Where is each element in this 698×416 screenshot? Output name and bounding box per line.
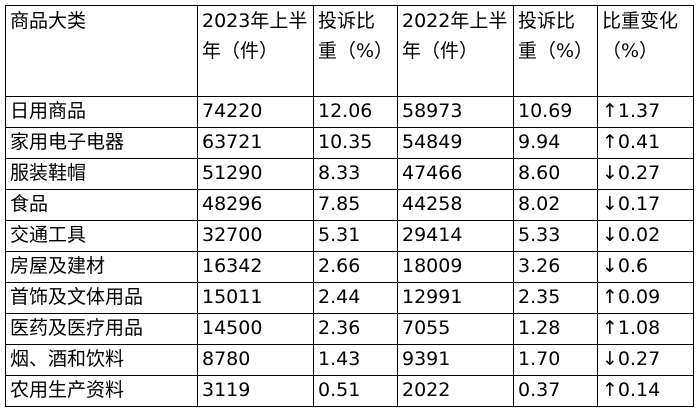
table-row: 日用商品 74220 12.06 58973 10.69 ↑1.37 <box>5 96 694 128</box>
table-cell: 2.66 <box>313 251 398 283</box>
table-cell: 10.69 <box>513 96 598 128</box>
table-cell: 5.33 <box>513 220 598 252</box>
table-cell: 7055 <box>397 313 514 345</box>
table-cell: 12.06 <box>313 96 398 128</box>
table-cell: 7.85 <box>313 189 398 221</box>
table-cell: 10.35 <box>313 127 398 159</box>
table-cell: 食品 <box>5 189 198 221</box>
table-cell: 房屋及建材 <box>5 251 198 283</box>
table-cell: ↑0.14 <box>597 375 694 407</box>
table-cell: 15011 <box>197 282 314 314</box>
table-cell: 家用电子电器 <box>5 127 198 159</box>
table-cell: 服装鞋帽 <box>5 158 198 190</box>
table-row: 家用电子电器 63721 10.35 54849 9.94 ↑0.41 <box>5 127 694 159</box>
table-cell: 烟、酒和饮料 <box>5 344 198 376</box>
complaint-table: 商品大类 2023年上半年（件） 投诉比重（%） 2022年上半年（件） 投诉比重（%）… <box>5 5 694 407</box>
table-cell: 32700 <box>197 220 314 252</box>
table-cell: 5.31 <box>313 220 398 252</box>
header-cell: 2023年上半年（件） <box>197 5 314 97</box>
table-cell: ↓0.17 <box>597 189 694 221</box>
table-cell: 2.35 <box>513 282 598 314</box>
table-cell: 48296 <box>197 189 314 221</box>
table-cell: ↓0.27 <box>597 344 694 376</box>
table-cell: 9391 <box>397 344 514 376</box>
table-body: 日用商品 74220 12.06 58973 10.69 ↑1.37 家用电子电器 63721… <box>5 96 694 407</box>
table-cell: 14500 <box>197 313 314 345</box>
header-cell: 比重变化（%） <box>597 5 694 97</box>
table-cell: 0.37 <box>513 375 598 407</box>
table-cell: 首饰及文体用品 <box>5 282 198 314</box>
table-cell: 2.36 <box>313 313 398 345</box>
table-cell: 47466 <box>397 158 514 190</box>
header-cell: 商品大类 <box>5 5 198 97</box>
table-cell: 63721 <box>197 127 314 159</box>
table-row: 房屋及建材 16342 2.66 18009 3.26 ↓0.6 <box>5 251 694 283</box>
table-cell: 51290 <box>197 158 314 190</box>
table-cell: ↑0.41 <box>597 127 694 159</box>
table-row: 医药及医疗用品 14500 2.36 7055 1.28 ↑1.08 <box>5 313 694 345</box>
table-cell: 9.94 <box>513 127 598 159</box>
table-cell: 74220 <box>197 96 314 128</box>
table-cell: 58973 <box>397 96 514 128</box>
table-cell: 0.51 <box>313 375 398 407</box>
table-row: 交通工具 32700 5.31 29414 5.33 ↓0.02 <box>5 220 694 252</box>
table-cell: 8.60 <box>513 158 598 190</box>
table-cell: 29414 <box>397 220 514 252</box>
table-cell: ↓0.02 <box>597 220 694 252</box>
table-cell: 44258 <box>397 189 514 221</box>
header-cell: 2022年上半年（件） <box>397 5 514 97</box>
table-cell: 农用生产资料 <box>5 375 198 407</box>
table-cell: ↑1.08 <box>597 313 694 345</box>
table-cell: 2022 <box>397 375 514 407</box>
table-row: 服装鞋帽 51290 8.33 47466 8.60 ↓0.27 <box>5 158 694 190</box>
table-cell: 医药及医疗用品 <box>5 313 198 345</box>
table-row: 烟、酒和饮料 8780 1.43 9391 1.70 ↓0.27 <box>5 344 694 376</box>
table-cell: 1.28 <box>513 313 598 345</box>
table-cell: 3119 <box>197 375 314 407</box>
table-cell: 3.26 <box>513 251 598 283</box>
table-cell: ↓0.6 <box>597 251 694 283</box>
table-row: 农用生产资料 3119 0.51 2022 0.37 ↑0.14 <box>5 375 694 407</box>
table-cell: 8.33 <box>313 158 398 190</box>
table-cell: ↓0.27 <box>597 158 694 190</box>
table-cell: 1.43 <box>313 344 398 376</box>
header-cell: 投诉比重（%） <box>313 5 398 97</box>
header-row: 商品大类 2023年上半年（件） 投诉比重（%） 2022年上半年（件） 投诉比重（%）… <box>5 5 694 97</box>
table-cell: ↑0.09 <box>597 282 694 314</box>
table-row: 首饰及文体用品 15011 2.44 12991 2.35 ↑0.09 <box>5 282 694 314</box>
table-row: 食品 48296 7.85 44258 8.02 ↓0.17 <box>5 189 694 221</box>
table-cell: 16342 <box>197 251 314 283</box>
header-cell: 投诉比重（%） <box>513 5 598 97</box>
table-cell: 2.44 <box>313 282 398 314</box>
table-cell: 8780 <box>197 344 314 376</box>
table-cell: 日用商品 <box>5 96 198 128</box>
table-cell: 交通工具 <box>5 220 198 252</box>
table-cell: ↑1.37 <box>597 96 694 128</box>
table-cell: 12991 <box>397 282 514 314</box>
table-cell: 54849 <box>397 127 514 159</box>
table-cell: 8.02 <box>513 189 598 221</box>
table-cell: 18009 <box>397 251 514 283</box>
table-cell: 1.70 <box>513 344 598 376</box>
